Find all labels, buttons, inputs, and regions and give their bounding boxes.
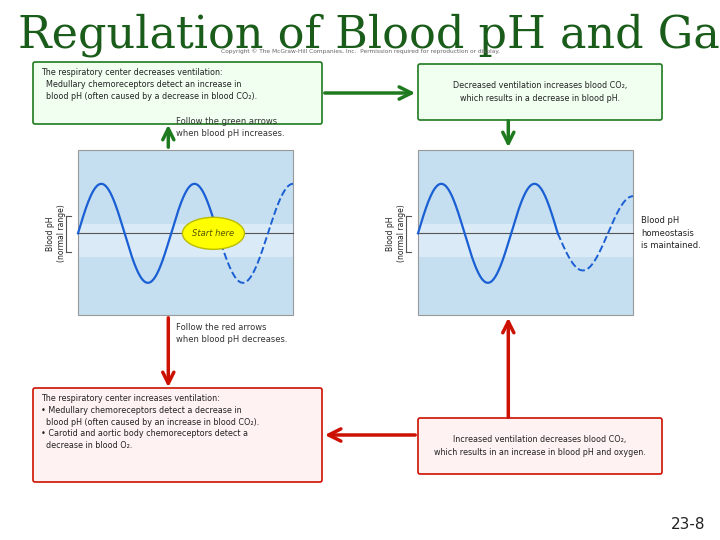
FancyBboxPatch shape xyxy=(418,418,662,474)
Bar xyxy=(418,150,633,224)
Text: Increased ventilation decreases blood CO₂,
which results in an increase in blood: Increased ventilation decreases blood CO… xyxy=(434,435,646,457)
FancyBboxPatch shape xyxy=(418,64,662,120)
FancyBboxPatch shape xyxy=(33,62,322,124)
Bar xyxy=(78,224,293,257)
Text: Blood pH
(normal range): Blood pH (normal range) xyxy=(46,205,66,262)
Bar xyxy=(78,150,293,315)
Text: Follow the red arrows
when blood pH decreases.: Follow the red arrows when blood pH decr… xyxy=(176,323,288,344)
Text: Copyright © The McGraw-Hill Companies, Inc.  Permission required for reproductio: Copyright © The McGraw-Hill Companies, I… xyxy=(220,48,500,53)
Text: Follow the green arrows
when blood pH increases.: Follow the green arrows when blood pH in… xyxy=(176,117,285,138)
Text: 23-8: 23-8 xyxy=(670,517,705,532)
Text: Regulation of Blood pH and Gases: Regulation of Blood pH and Gases xyxy=(18,13,720,57)
Bar xyxy=(418,150,633,315)
Text: The respiratory center increases ventilation:
• Medullary chemoreceptors detect : The respiratory center increases ventila… xyxy=(41,394,259,450)
Bar xyxy=(78,257,293,315)
Ellipse shape xyxy=(182,217,245,249)
Text: Blood pH
homeostasis
is maintained.: Blood pH homeostasis is maintained. xyxy=(641,217,701,251)
Bar xyxy=(78,150,293,224)
Text: Blood pH
(normal range): Blood pH (normal range) xyxy=(387,205,405,262)
Text: The respiratory center decreases ventilation:
  Medullary chemoreceptors detect : The respiratory center decreases ventila… xyxy=(41,68,257,100)
Bar xyxy=(418,224,633,257)
Bar xyxy=(418,257,633,315)
Text: Decreased ventilation increases blood CO₂,
which results in a decrease in blood : Decreased ventilation increases blood CO… xyxy=(453,81,627,103)
FancyBboxPatch shape xyxy=(33,388,322,482)
Text: Start here: Start here xyxy=(192,229,235,238)
